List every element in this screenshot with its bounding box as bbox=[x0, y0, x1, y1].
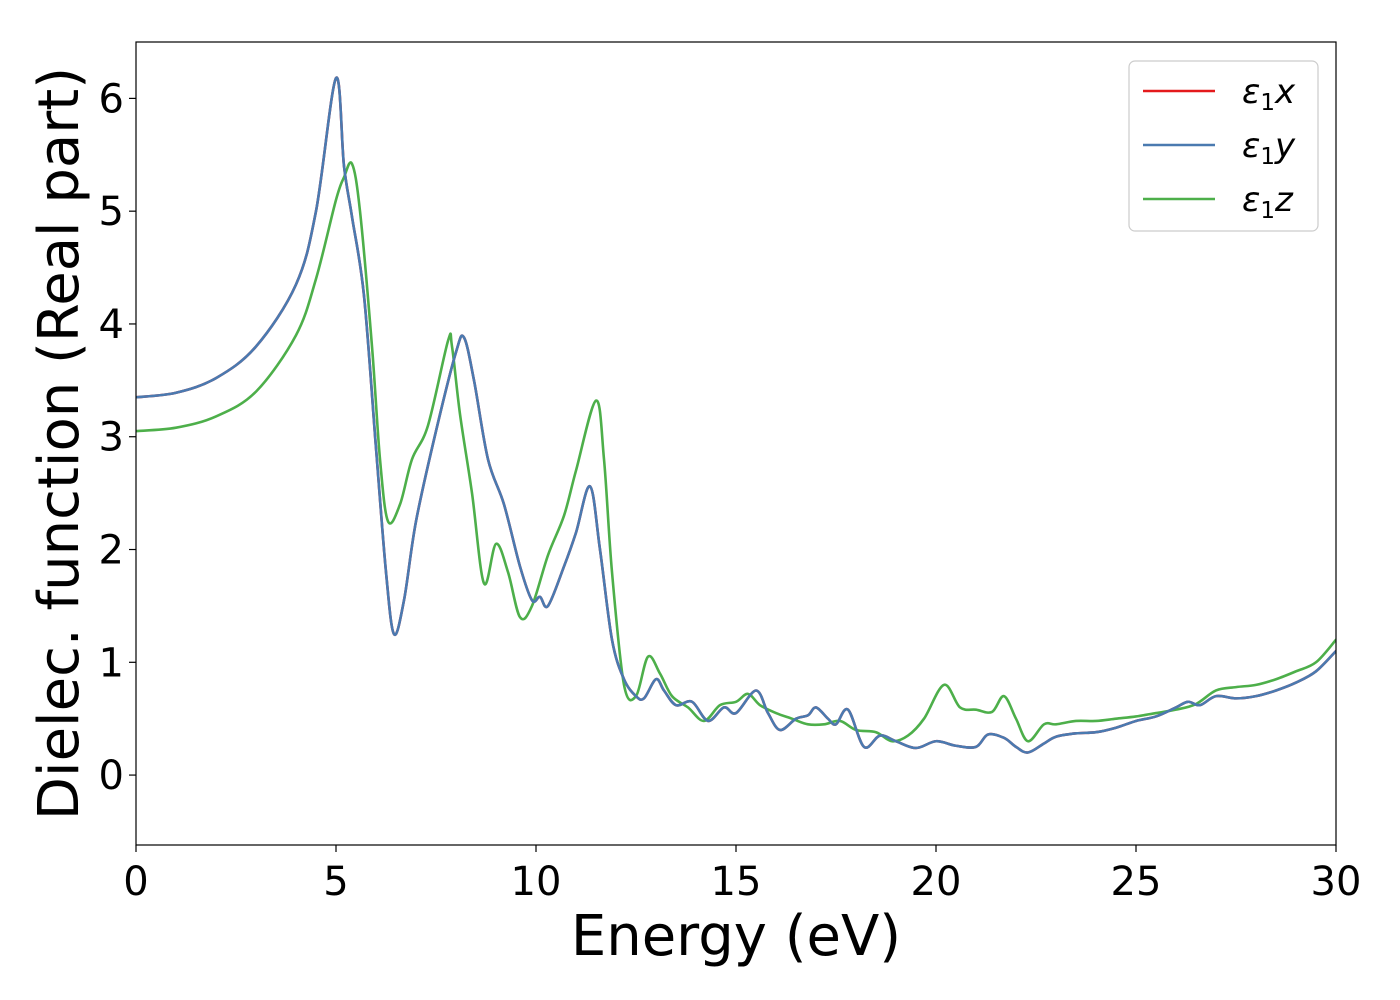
x-tick-label: 30 bbox=[1311, 859, 1362, 905]
legend-label-z: ε1z bbox=[1242, 180, 1294, 224]
y-tick-label: 5 bbox=[99, 189, 124, 235]
x-axis-label: Energy (eV) bbox=[571, 904, 901, 969]
y-tick-label: 1 bbox=[99, 640, 124, 686]
y-axis-label: Dielec. function (Real part) bbox=[27, 67, 92, 820]
x-tick-label: 0 bbox=[123, 859, 148, 905]
x-tick-label: 5 bbox=[323, 859, 348, 905]
legend-label-y: ε1y bbox=[1242, 126, 1296, 170]
series-lines bbox=[136, 76, 1336, 754]
series-line-z bbox=[136, 161, 1336, 743]
x-tick-label: 10 bbox=[511, 859, 562, 905]
y-tick-label: 4 bbox=[99, 302, 124, 348]
y-tick-label: 2 bbox=[99, 528, 124, 574]
legend-box bbox=[1128, 60, 1319, 232]
x-tick-label: 25 bbox=[1111, 859, 1162, 905]
x-axis-ticks: 0 5 10 15 20 25 30 bbox=[123, 845, 1361, 905]
legend: ε1x ε1y ε1z bbox=[1128, 60, 1319, 232]
y-tick-label: 6 bbox=[99, 76, 124, 122]
legend-label-x: ε1x bbox=[1242, 72, 1296, 116]
y-tick-label: 3 bbox=[99, 415, 124, 461]
x-tick-label: 15 bbox=[711, 859, 762, 905]
series-line-y bbox=[136, 76, 1336, 754]
y-axis-ticks: 0 1 2 3 4 5 6 bbox=[99, 76, 136, 799]
y-tick-label: 0 bbox=[99, 753, 124, 799]
plot-frame bbox=[135, 41, 1337, 846]
x-tick-label: 20 bbox=[911, 859, 962, 905]
